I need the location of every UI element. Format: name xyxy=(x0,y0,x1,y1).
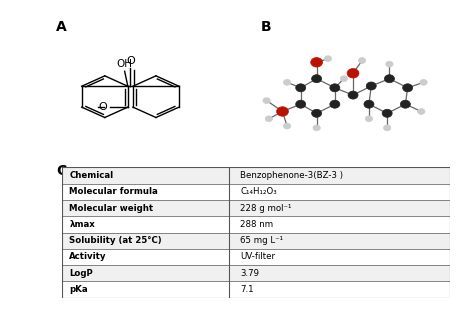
Circle shape xyxy=(348,91,358,99)
Circle shape xyxy=(283,79,291,85)
Circle shape xyxy=(283,123,291,129)
Circle shape xyxy=(386,61,393,67)
Circle shape xyxy=(384,75,394,83)
Circle shape xyxy=(402,84,413,92)
Circle shape xyxy=(420,79,427,85)
Circle shape xyxy=(263,98,270,104)
Circle shape xyxy=(277,107,288,116)
Circle shape xyxy=(358,58,366,64)
Circle shape xyxy=(324,56,332,62)
Text: 7.1: 7.1 xyxy=(240,285,254,294)
Circle shape xyxy=(365,116,373,122)
Circle shape xyxy=(418,108,425,114)
Text: C: C xyxy=(56,164,67,178)
Circle shape xyxy=(366,82,376,90)
Text: Solubility (at 25°C): Solubility (at 25°C) xyxy=(69,236,162,245)
Text: C₁₄H₁₂O₃: C₁₄H₁₂O₃ xyxy=(240,187,277,196)
Circle shape xyxy=(330,84,340,92)
Circle shape xyxy=(340,76,347,82)
FancyBboxPatch shape xyxy=(62,200,450,216)
Text: O: O xyxy=(126,56,135,66)
FancyBboxPatch shape xyxy=(62,167,450,184)
Circle shape xyxy=(330,100,340,108)
Circle shape xyxy=(382,109,392,117)
Text: 65 mg L⁻¹: 65 mg L⁻¹ xyxy=(240,236,283,245)
Text: 3.79: 3.79 xyxy=(240,269,259,278)
Text: Molecular formula: Molecular formula xyxy=(69,187,158,196)
Circle shape xyxy=(311,109,322,117)
Text: Chemical: Chemical xyxy=(69,171,113,180)
Text: UV-filter: UV-filter xyxy=(240,252,275,261)
Text: Benzophenone-3(BZ-3 ): Benzophenone-3(BZ-3 ) xyxy=(240,171,343,180)
Text: 288 nm: 288 nm xyxy=(240,220,273,229)
Text: OH: OH xyxy=(117,59,133,69)
Text: 228 g mol⁻¹: 228 g mol⁻¹ xyxy=(240,204,292,213)
Circle shape xyxy=(313,125,320,131)
Circle shape xyxy=(265,116,273,122)
Circle shape xyxy=(347,69,359,78)
Text: pKa: pKa xyxy=(69,285,88,294)
Text: A: A xyxy=(56,20,67,34)
Circle shape xyxy=(311,58,322,67)
FancyBboxPatch shape xyxy=(62,232,450,249)
Text: LogP: LogP xyxy=(69,269,93,278)
Text: λmax: λmax xyxy=(69,220,95,229)
Circle shape xyxy=(311,75,322,83)
Text: Molecular weight: Molecular weight xyxy=(69,204,154,213)
Text: O: O xyxy=(99,102,107,112)
Circle shape xyxy=(401,100,410,108)
FancyBboxPatch shape xyxy=(62,265,450,281)
Text: Activity: Activity xyxy=(69,252,107,261)
Circle shape xyxy=(296,84,306,92)
Circle shape xyxy=(296,100,306,108)
Text: B: B xyxy=(261,20,271,34)
Circle shape xyxy=(383,125,391,131)
Circle shape xyxy=(364,100,374,108)
